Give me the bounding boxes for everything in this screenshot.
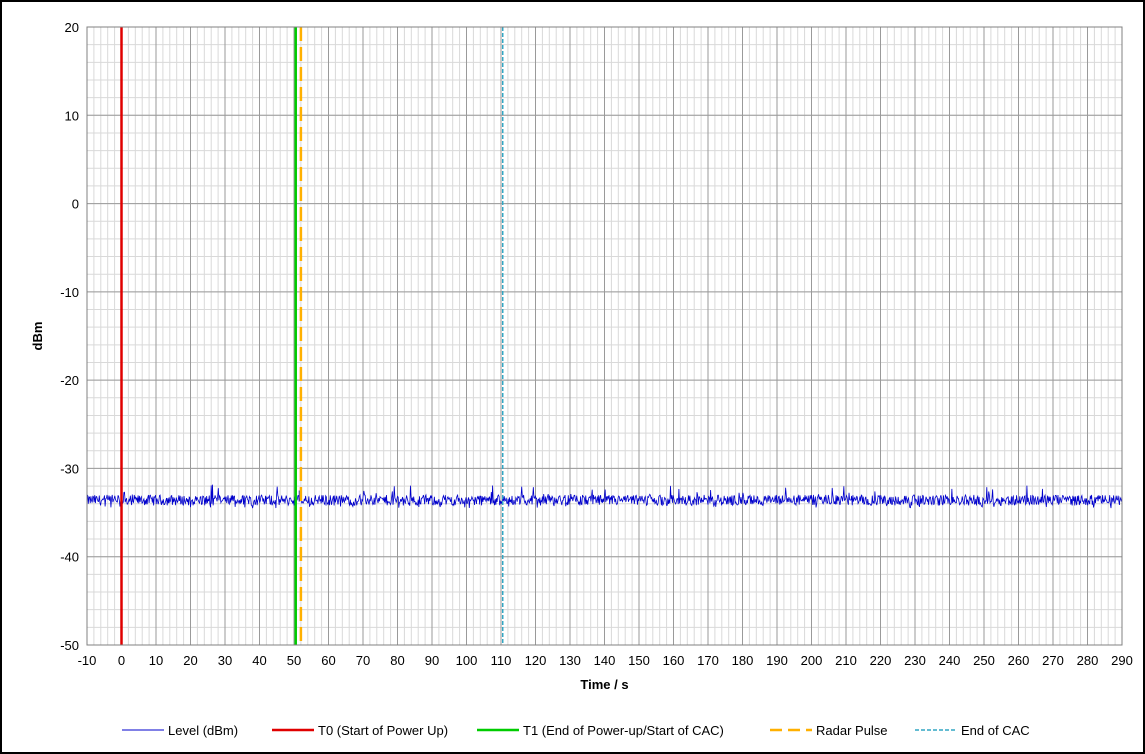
y-tick-label: -20 <box>60 373 79 388</box>
y-tick-label: -30 <box>60 461 79 476</box>
major-gridlines <box>86 26 1123 646</box>
x-tick-label: 40 <box>252 653 266 668</box>
x-tick-label: 120 <box>525 653 547 668</box>
x-tick-label: 250 <box>973 653 995 668</box>
y-tick-label: -50 <box>60 638 79 653</box>
legend-label: Level (dBm) <box>168 723 238 738</box>
level-trace-group <box>86 484 1123 509</box>
x-tick-label: 130 <box>559 653 581 668</box>
y-tick-label: 20 <box>65 20 79 35</box>
x-tick-label: 160 <box>663 653 685 668</box>
x-tick-label: 240 <box>939 653 961 668</box>
x-tick-label: 140 <box>594 653 616 668</box>
x-tick-label: 20 <box>183 653 197 668</box>
level-dbm-trace <box>86 484 1123 509</box>
legend-label: Radar Pulse <box>816 723 888 738</box>
x-tick-label: 220 <box>870 653 892 668</box>
x-axis-title: Time / s <box>580 677 628 692</box>
x-tick-label: 180 <box>732 653 754 668</box>
x-tick-label: 80 <box>390 653 404 668</box>
x-tick-label: 230 <box>904 653 926 668</box>
x-tick-label: 200 <box>801 653 823 668</box>
x-tick-label: 70 <box>356 653 370 668</box>
x-tick-label: 110 <box>491 653 512 668</box>
x-tick-label: 10 <box>149 653 163 668</box>
y-axis-tick-labels: -50 -40 -30 -20 -10 0 10 20 <box>60 20 79 653</box>
x-tick-label: 190 <box>766 653 788 668</box>
x-tick-label: 90 <box>425 653 439 668</box>
chart-legend: Level (dBm) T0 (Start of Power Up) T1 (End… <box>122 723 1030 738</box>
legend-label: T1 (End of Power-up/Start of CAC) <box>523 723 724 738</box>
x-tick-label: 50 <box>287 653 301 668</box>
legend-label: T0 (Start of Power Up) <box>318 723 448 738</box>
x-tick-label: 60 <box>321 653 335 668</box>
x-tick-label: 0 <box>118 653 125 668</box>
x-tick-label: 210 <box>835 653 857 668</box>
legend-label: End of CAC <box>961 723 1030 738</box>
x-tick-label: 290 <box>1111 653 1133 668</box>
y-tick-label: -40 <box>60 550 79 565</box>
y-tick-label: -10 <box>60 285 79 300</box>
x-tick-label: 280 <box>1077 653 1099 668</box>
x-tick-label: 260 <box>1008 653 1030 668</box>
x-tick-label: 100 <box>456 653 478 668</box>
x-tick-label: 30 <box>218 653 232 668</box>
y-tick-label: 0 <box>72 197 79 212</box>
marker-lines-group <box>120 27 504 645</box>
x-tick-label: 270 <box>1042 653 1064 668</box>
y-tick-label: 10 <box>65 108 79 123</box>
x-tick-label: 170 <box>697 653 719 668</box>
x-tick-label: 150 <box>628 653 650 668</box>
plot-area-border <box>86 26 1123 646</box>
y-axis-title: dBm <box>30 322 45 351</box>
x-axis-tick-labels: -10 0 10 20 30 40 50 60 70 80 90 100 110 120 130 140 150… <box>78 653 1133 668</box>
x-tick-label: -10 <box>78 653 97 668</box>
